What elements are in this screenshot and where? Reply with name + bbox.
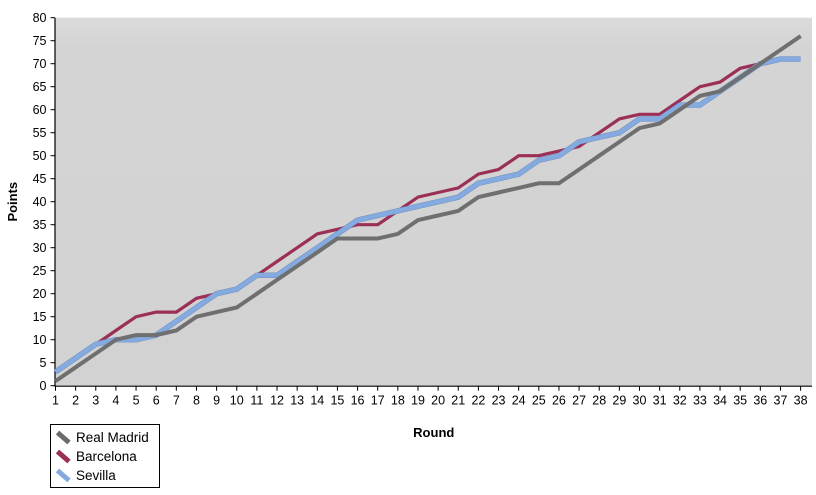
y-tick-label: 55 — [33, 126, 47, 140]
y-tick-label: 45 — [33, 172, 47, 186]
x-tick-label: 17 — [371, 394, 385, 408]
legend-line-marker-icon — [55, 430, 71, 444]
x-tick-label: 1 — [52, 394, 59, 408]
x-tick-label: 27 — [572, 394, 586, 408]
x-tick-label: 36 — [753, 394, 767, 408]
x-tick-label: 30 — [633, 394, 647, 408]
y-tick-label: 30 — [33, 241, 47, 255]
y-tick-label: 65 — [33, 80, 47, 94]
x-tick-label: 19 — [411, 394, 425, 408]
legend-item-label: Real Madrid — [76, 429, 149, 445]
y-tick-label: 0 — [40, 379, 47, 393]
x-tick-label: 10 — [230, 394, 244, 408]
legend-line-marker-icon — [55, 449, 71, 463]
y-tick-label: 5 — [40, 356, 47, 370]
x-tick-label: 23 — [492, 394, 506, 408]
y-axis-title: Points — [5, 182, 20, 222]
x-tick-label: 2 — [72, 394, 79, 408]
x-tick-label: 28 — [592, 394, 606, 408]
x-tick-label: 35 — [733, 394, 747, 408]
y-tick-label: 80 — [33, 11, 47, 25]
x-axis-ticks: 1 2 3 4 5 6 7 8 9 10 11 12 13 14 15 16 17 18 19 20 21 22 23 24 2… — [52, 386, 808, 408]
x-tick-label: 21 — [451, 394, 465, 408]
x-tick-label: 26 — [552, 394, 566, 408]
x-tick-label: 31 — [653, 394, 667, 408]
x-tick-label: 14 — [310, 394, 324, 408]
x-tick-label: 34 — [713, 394, 727, 408]
x-tick-label: 37 — [774, 394, 788, 408]
y-tick-label: 70 — [33, 57, 47, 71]
y-tick-label: 15 — [33, 310, 47, 324]
x-tick-label: 6 — [153, 394, 160, 408]
y-axis-ticks: 0 5 10 15 20 25 30 35 40 45 50 55 60 65 70 75 80 — [33, 11, 55, 393]
x-tick-label: 12 — [270, 394, 284, 408]
x-tick-label: 11 — [250, 394, 263, 408]
x-tick-label: 3 — [92, 394, 99, 408]
x-tick-label: 4 — [112, 394, 119, 408]
x-tick-label: 5 — [133, 394, 140, 408]
x-tick-label: 22 — [471, 394, 485, 408]
legend-item-label: Barcelona — [76, 448, 137, 464]
series-line-real-madrid — [54, 34, 802, 383]
y-tick-label: 35 — [33, 218, 47, 232]
series-line-barcelona — [54, 34, 802, 374]
x-tick-label: 32 — [673, 394, 687, 408]
x-tick-label: 16 — [351, 394, 365, 408]
x-tick-label: 8 — [193, 394, 200, 408]
x-axis-title: Round — [413, 425, 454, 440]
x-tick-label: 38 — [794, 394, 808, 408]
x-tick-label: 33 — [693, 394, 707, 408]
y-tick-label: 20 — [33, 287, 47, 301]
y-tick-label: 40 — [33, 195, 47, 209]
x-tick-label: 15 — [330, 394, 344, 408]
x-tick-label: 20 — [431, 394, 445, 408]
legend-item-sevilla: Sevilla — [55, 466, 149, 484]
legend-item-barcelona: Barcelona — [55, 447, 149, 465]
series-line-sevilla — [54, 56, 801, 374]
x-tick-label: 29 — [612, 394, 626, 408]
legend-line-marker-icon — [55, 468, 71, 482]
y-tick-label: 75 — [33, 34, 47, 48]
x-tick-label: 25 — [532, 394, 546, 408]
chart-legend: Real Madrid Barcelona Sevilla — [50, 424, 160, 488]
x-tick-label: 9 — [213, 394, 220, 408]
x-tick-label: 13 — [290, 394, 304, 408]
y-tick-label: 60 — [33, 103, 47, 117]
y-tick-label: 25 — [33, 264, 47, 278]
x-tick-label: 24 — [512, 394, 526, 408]
y-tick-label: 50 — [33, 149, 47, 163]
legend-item-real-madrid: Real Madrid — [55, 428, 149, 446]
x-tick-label: 18 — [391, 394, 405, 408]
x-tick-label: 7 — [173, 394, 180, 408]
y-tick-label: 10 — [33, 333, 47, 347]
legend-item-label: Sevilla — [76, 467, 116, 483]
